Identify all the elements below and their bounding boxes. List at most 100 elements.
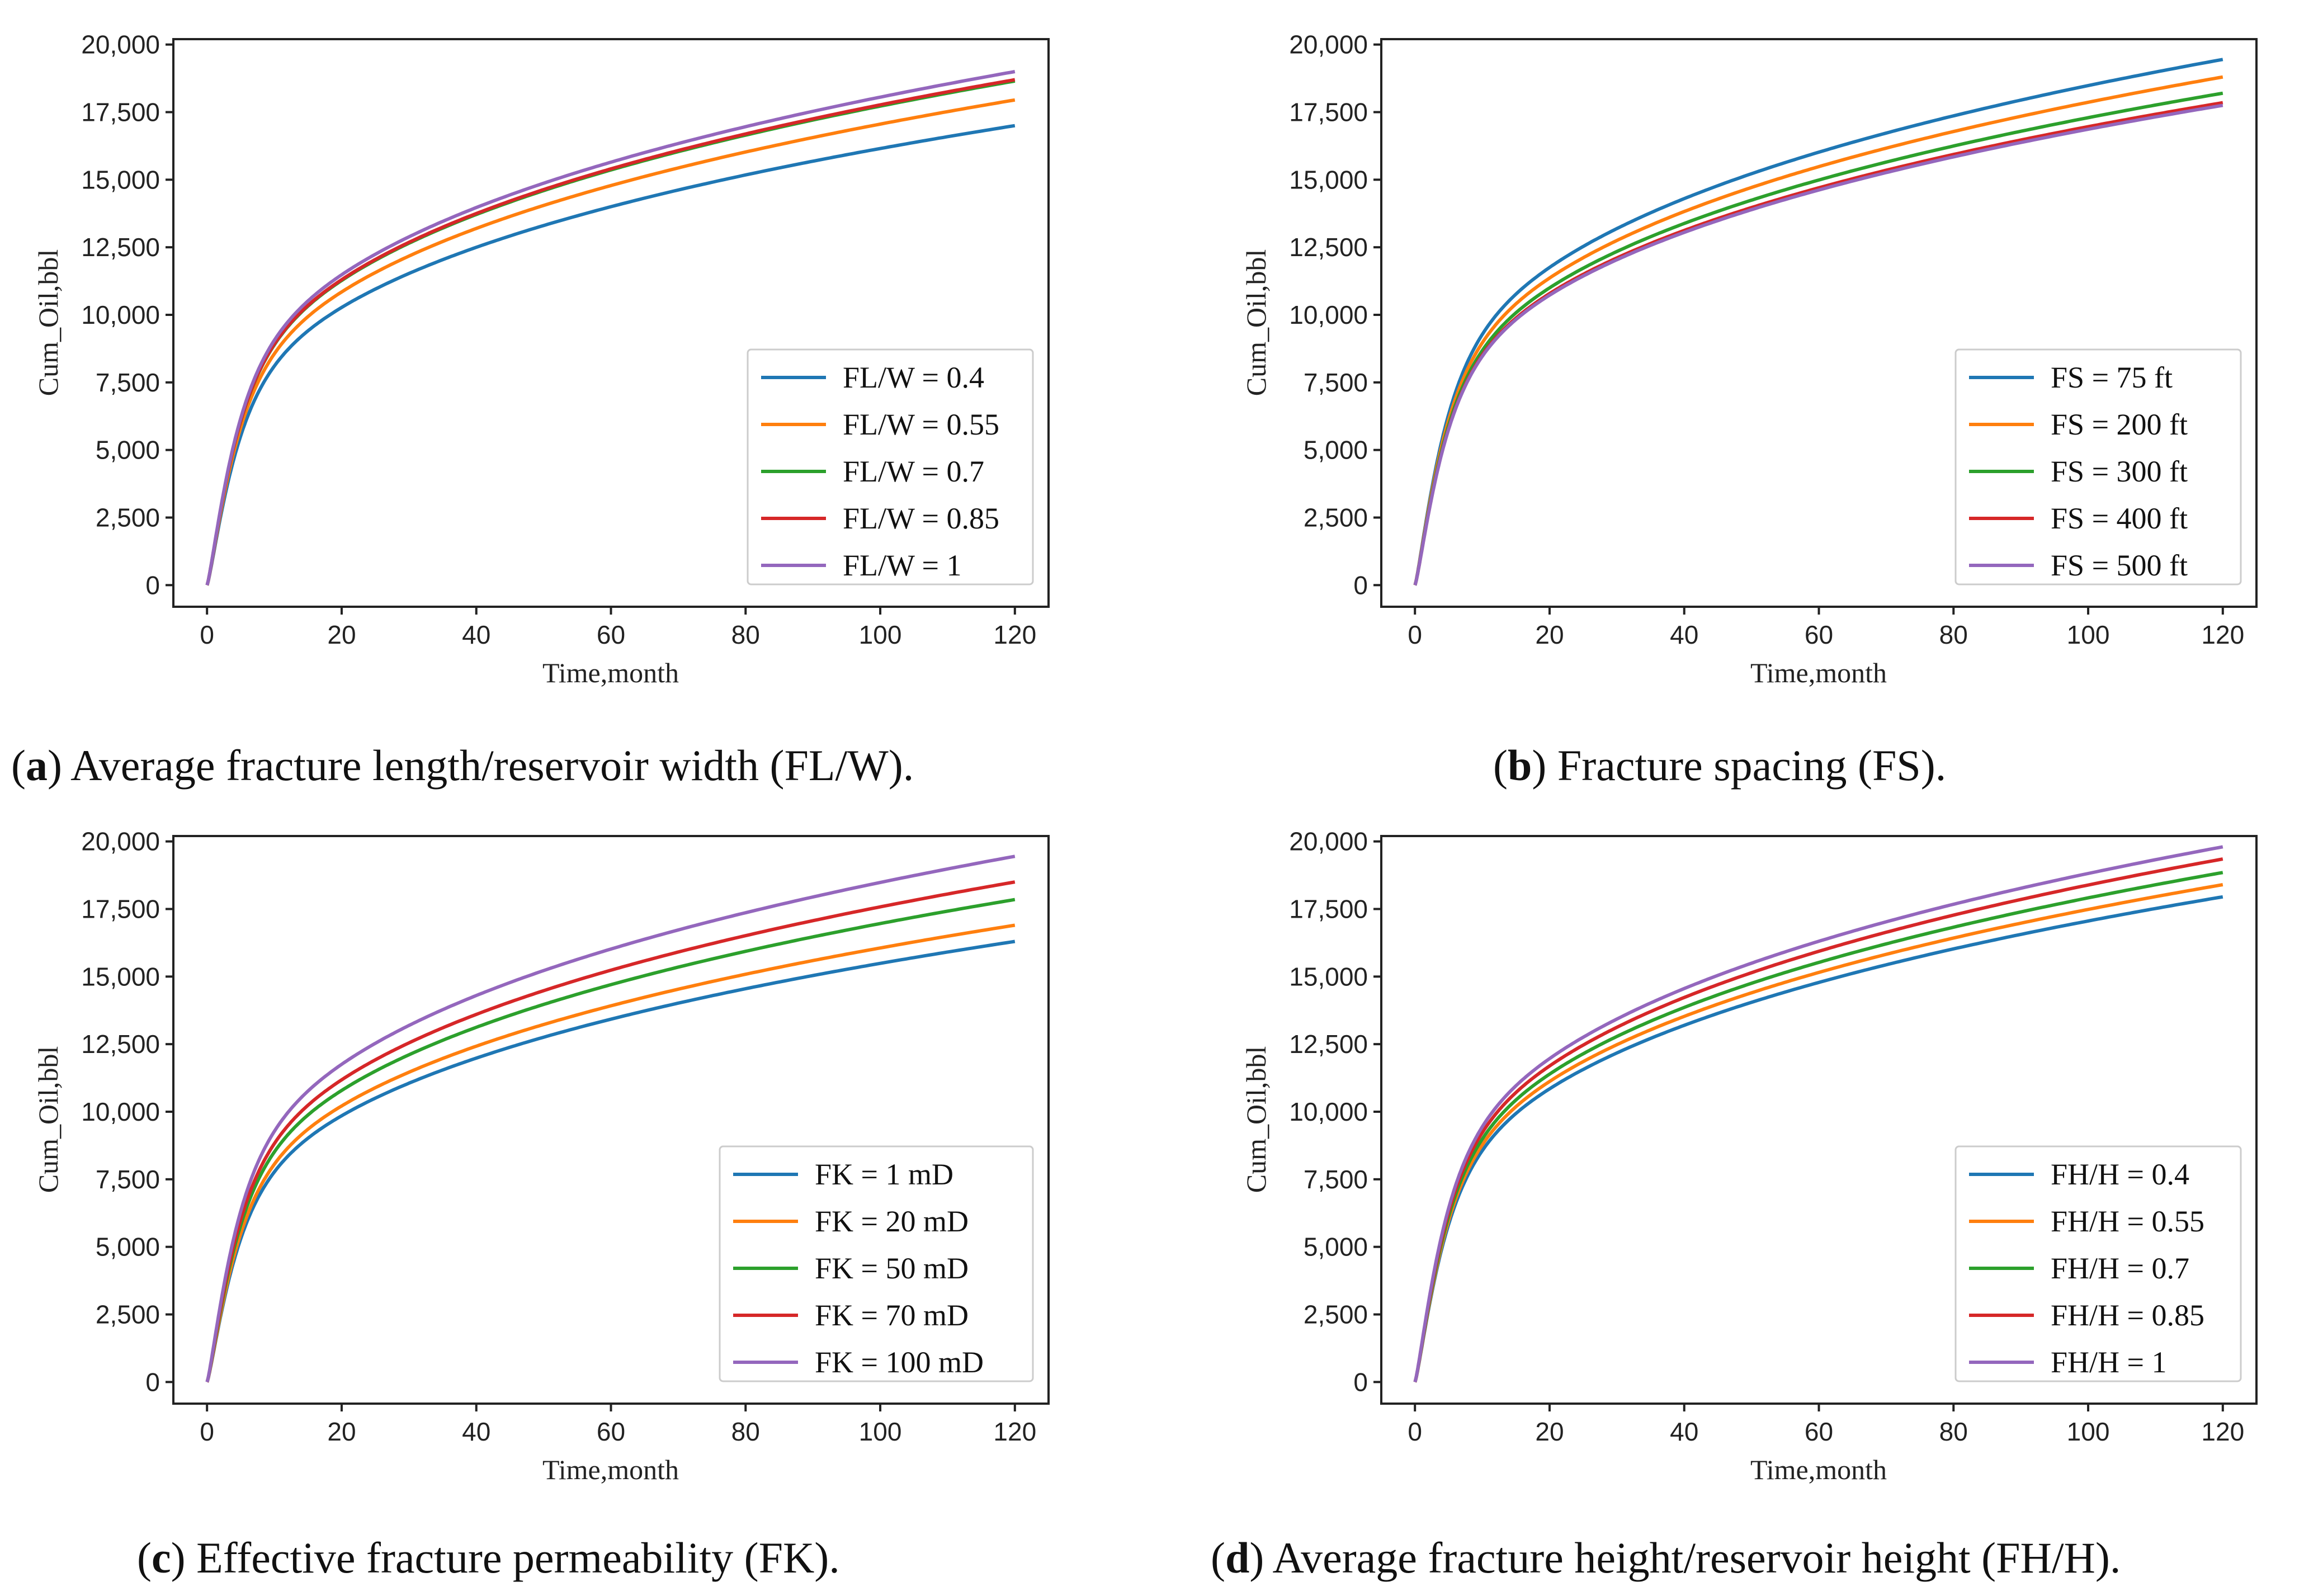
y-tick-label: 10,000 <box>1289 300 1368 329</box>
legend-label: FK = 50 mD <box>815 1252 969 1285</box>
y-tick-label: 2,500 <box>96 503 160 532</box>
y-tick-label: 20,000 <box>81 827 160 856</box>
x-axis-ticks: 0 20 40 60 80 100 120 <box>1408 1404 2244 1446</box>
y-tick-label: 7,500 <box>1304 368 1368 397</box>
series-line <box>205 898 1016 1384</box>
x-tick-label: 120 <box>2201 1417 2244 1446</box>
x-tick-label: 100 <box>859 620 902 649</box>
x-tick-label: 80 <box>731 620 760 649</box>
x-tick-label: 0 <box>200 1417 214 1446</box>
legend-label: FS = 500 ft <box>2051 549 2188 582</box>
legend-box <box>747 348 1034 585</box>
x-tick-label: 80 <box>731 1417 760 1446</box>
x-tick-label: 20 <box>327 1417 356 1446</box>
legend-box <box>1954 1145 2242 1382</box>
series-line <box>205 880 1016 1384</box>
x-tick-label: 120 <box>993 1417 1036 1446</box>
y-tick-label: 15,000 <box>1289 962 1368 991</box>
legend-label: FL/W = 0.7 <box>843 455 984 488</box>
x-tick-label: 20 <box>327 620 356 649</box>
x-axis-label: Time,month <box>1750 657 1887 688</box>
series-line <box>205 854 1016 1383</box>
x-tick-label: 60 <box>1805 620 1833 649</box>
y-tick-label: 5,000 <box>96 1233 160 1262</box>
y-tick-label: 17,500 <box>81 98 160 127</box>
series-lines <box>1413 58 2223 587</box>
y-tick-label: 0 <box>145 1367 160 1396</box>
legend-label: FH/H = 0.55 <box>2051 1205 2204 1238</box>
y-axis-ticks: 0 2,500 5,000 7,500 10,000 12,500 15,000 17,500… <box>1289 30 1381 599</box>
legend-label: FS = 200 ft <box>2051 408 2188 441</box>
legend: FH/H = 0.4 FH/H = 0.55 FH/H = 0.7 FH/H = 0.… <box>1954 1145 2242 1382</box>
series-line <box>1413 58 2223 587</box>
series-line <box>1413 845 2223 1383</box>
legend-box <box>719 1145 1034 1382</box>
legend-label: FH/H = 1 <box>2051 1345 2166 1379</box>
series-line <box>1413 857 2223 1383</box>
y-tick-label: 5,000 <box>1304 1233 1368 1262</box>
panel-c: 0 2,500 5,000 7,500 10,000 12,500 15,000 17,500… <box>32 827 1050 1582</box>
x-axis-label: Time,month <box>542 657 679 688</box>
y-tick-label: 17,500 <box>81 895 160 924</box>
y-tick-label: 2,500 <box>1304 1300 1368 1329</box>
y-tick-label: 15,000 <box>1289 165 1368 194</box>
y-tick-label: 0 <box>1353 1367 1368 1396</box>
y-tick-label: 20,000 <box>1289 30 1368 59</box>
legend-label: FH/H = 0.7 <box>2051 1252 2189 1285</box>
x-tick-label: 40 <box>462 620 490 649</box>
y-tick-label: 20,000 <box>81 30 160 59</box>
y-axis-label: Cum_Oil,bbl <box>32 1046 64 1193</box>
legend: FL/W = 0.4 FL/W = 0.55 FL/W = 0.7 FL/W = 0.… <box>747 348 1034 585</box>
series-lines <box>205 854 1016 1384</box>
y-axis-label: Cum_Oil,bbl <box>1240 249 1272 396</box>
y-tick-label: 12,500 <box>81 233 160 262</box>
panel-b: 0 2,500 5,000 7,500 10,000 12,500 15,000 17,500… <box>1240 30 2258 790</box>
legend-label: FK = 20 mD <box>815 1205 969 1238</box>
panel-caption: (d) Average fracture height/reservoir he… <box>1211 1533 2121 1582</box>
y-axis-label: Cum_Oil,bbl <box>32 249 64 396</box>
x-tick-label: 100 <box>2067 620 2110 649</box>
panel-caption: (b) Fracture spacing (FS). <box>1493 741 1946 790</box>
series-lines <box>1413 845 2223 1384</box>
y-axis-label: Cum_Oil,bbl <box>1240 1046 1272 1193</box>
caption-letter: c <box>152 1533 171 1582</box>
y-tick-label: 10,000 <box>1289 1097 1368 1126</box>
y-tick-label: 17,500 <box>1289 98 1368 127</box>
legend-label: FH/H = 0.85 <box>2051 1298 2204 1332</box>
legend-box <box>1954 348 2242 585</box>
x-tick-label: 0 <box>200 620 214 649</box>
series-line <box>205 124 1016 587</box>
x-axis-ticks: 0 20 40 60 80 100 120 <box>200 1404 1036 1446</box>
y-tick-label: 10,000 <box>81 300 160 329</box>
x-tick-label: 100 <box>2067 1417 2110 1446</box>
panel-d: 0 2,500 5,000 7,500 10,000 12,500 15,000 17,500… <box>1211 827 2258 1582</box>
caption-letter: b <box>1508 741 1532 790</box>
y-axis-ticks: 0 2,500 5,000 7,500 10,000 12,500 15,000 17,500… <box>81 827 173 1396</box>
legend-label: FL/W = 0.55 <box>843 408 999 441</box>
series-line <box>1413 103 2223 587</box>
legend-label: FH/H = 0.4 <box>2051 1158 2189 1191</box>
y-tick-label: 12,500 <box>1289 233 1368 262</box>
series-line <box>1413 883 2223 1384</box>
legend-label: FS = 400 ft <box>2051 502 2188 535</box>
y-tick-label: 2,500 <box>1304 503 1368 532</box>
y-tick-label: 12,500 <box>1289 1030 1368 1059</box>
series-lines <box>205 70 1016 587</box>
legend-label: FK = 70 mD <box>815 1298 969 1332</box>
series-line <box>205 923 1016 1384</box>
x-axis-label: Time,month <box>1750 1454 1887 1485</box>
y-tick-label: 12,500 <box>81 1030 160 1059</box>
x-tick-label: 0 <box>1408 620 1422 649</box>
x-tick-label: 80 <box>1939 1417 1968 1446</box>
series-line <box>1413 895 2223 1384</box>
x-tick-label: 0 <box>1408 1417 1422 1446</box>
y-tick-label: 5,000 <box>1304 436 1368 465</box>
x-tick-label: 40 <box>1670 620 1698 649</box>
caption-text: Effective fracture permeability (FK). <box>196 1533 840 1582</box>
caption-letter: d <box>1225 1533 1249 1582</box>
legend-label: FL/W = 0.4 <box>843 361 984 394</box>
y-tick-label: 7,500 <box>1304 1165 1368 1194</box>
series-line <box>205 939 1016 1384</box>
